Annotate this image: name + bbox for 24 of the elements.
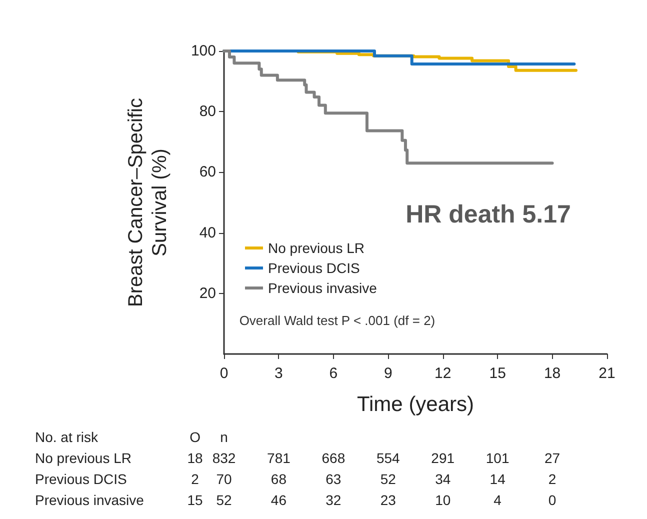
- annotation: HR death 5.17: [406, 200, 571, 229]
- y-tick-label: 20: [199, 284, 216, 302]
- text: No. at risk O n: [35, 429, 228, 445]
- y-axis-title: Breast Cancer–Specific Survival (%): [125, 98, 171, 307]
- x-tick-label: 15: [489, 365, 506, 382]
- text: No previous LR 18 832 781 668 554 291 101 27: [35, 450, 560, 466]
- x-tick-label: 0: [220, 365, 228, 382]
- x-tick-label: 6: [329, 365, 338, 382]
- legend-label: Previous DCIS: [268, 260, 360, 276]
- x-axis-title: Time (years): [356, 393, 474, 416]
- y-tick-label: 80: [199, 103, 216, 120]
- x-tick-label: 21: [598, 365, 616, 382]
- y-tick-label: 40: [199, 224, 216, 242]
- x-tick-label: 9: [384, 365, 392, 382]
- x-tick-label: 12: [434, 365, 452, 382]
- x-tick-label: 18: [544, 365, 561, 382]
- x-tick-label: 3: [274, 365, 283, 382]
- text: Previous DCIS 2 70 68 63 52 34 14 2: [35, 471, 556, 487]
- legend-label: Previous invasive: [268, 280, 378, 296]
- y-tick-label: 60: [199, 164, 216, 181]
- text: Previous invasive 15 52 46 32 23 10 4 0: [35, 492, 556, 508]
- legend-label: No previous LR: [268, 240, 364, 256]
- y-tick-label: 100: [190, 42, 216, 60]
- annotation: Overall Wald test P < .001 (df = 2): [239, 313, 436, 328]
